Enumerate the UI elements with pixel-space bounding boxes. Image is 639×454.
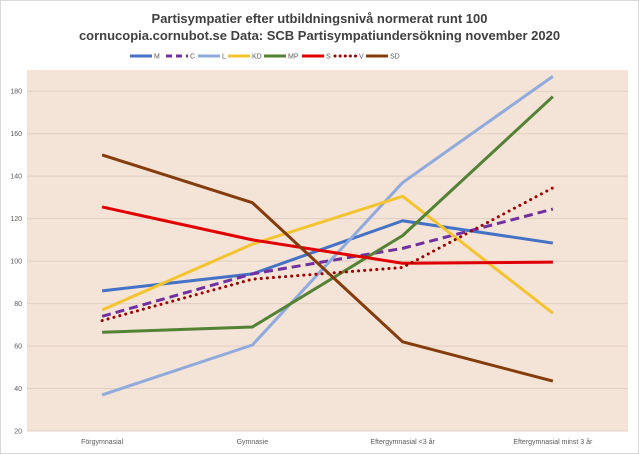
- legend-label: M: [154, 54, 160, 61]
- y-tick-label: 20: [14, 429, 22, 436]
- x-tick-label: Gymnasie: [237, 439, 269, 446]
- series-line-sd: [101, 153, 554, 383]
- y-tick-label: 140: [10, 174, 22, 181]
- legend-label: V: [359, 54, 364, 61]
- series-line-m: [101, 219, 554, 293]
- y-tick-label: 60: [14, 344, 22, 351]
- y-tick-label: 160: [10, 131, 22, 138]
- series-line-l: [101, 75, 554, 397]
- legend-label: KD: [252, 54, 262, 61]
- legend-label: L: [222, 54, 226, 61]
- legend-label: C: [190, 54, 195, 61]
- chart-subtitle: cornucopia.cornubot.se Data: SCB Partisy…: [78, 28, 561, 43]
- series-line-mp: [102, 95, 554, 334]
- y-tick-label: 40: [14, 386, 22, 393]
- y-tick-label: 120: [10, 216, 22, 223]
- y-tick-label: 180: [10, 89, 22, 96]
- chart-title: Partisympatier efter utbildningsnivå nor…: [151, 11, 488, 26]
- y-tick-label: 80: [14, 301, 22, 308]
- x-tick-label: Eftergymnasial minst 3 år: [513, 438, 593, 446]
- series-line-kd: [101, 194, 554, 315]
- x-tick-label: Eftergymnasial <3 år: [370, 438, 435, 446]
- legend-label: MP: [288, 54, 299, 61]
- x-tick-label: Förgymnasial: [81, 439, 123, 446]
- legend-label: SD: [390, 54, 400, 61]
- series-line-s: [101, 205, 553, 265]
- legend-label: S: [326, 54, 331, 61]
- y-tick-label: 100: [10, 259, 22, 266]
